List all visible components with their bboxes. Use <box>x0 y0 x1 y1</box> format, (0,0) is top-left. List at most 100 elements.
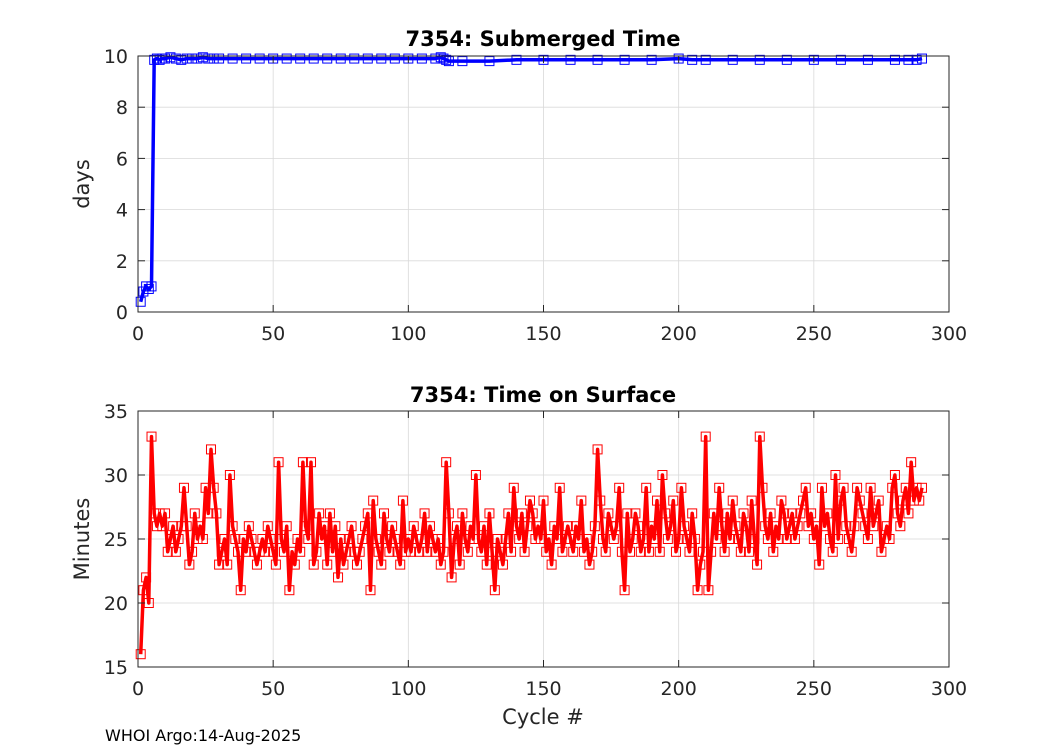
surface-time-data-point <box>362 508 373 519</box>
surface-time-data-point <box>324 508 335 519</box>
submerged-time-ytick-label: 2 <box>116 251 128 273</box>
surface-time-data-point <box>176 521 187 532</box>
submerged-time-data-point <box>903 54 914 65</box>
surface-time-data-point <box>392 546 403 557</box>
surface-time-data-point <box>365 585 376 596</box>
surface-time-data-point <box>457 508 468 519</box>
submerged-time-data-point <box>143 283 154 294</box>
surface-time-data-point <box>646 521 657 532</box>
surface-time-data-point <box>170 546 181 557</box>
surface-time-data-point <box>895 521 906 532</box>
surface-time-data-point <box>841 521 852 532</box>
surface-time-data-point <box>219 534 230 544</box>
submerged-time-data-point <box>349 53 360 64</box>
surface-time-data-point <box>533 521 544 532</box>
surface-time-data-point <box>416 534 427 544</box>
surface-time-data-point <box>635 546 646 557</box>
surface-time-data-point <box>419 508 430 519</box>
surface-time-data-point <box>722 508 733 519</box>
surface-time-data-point <box>773 534 784 544</box>
submerged-time-chart: 0 50 100 150 200 250 300 0 2 4 6 8 10 7354: Submerge… <box>70 27 967 345</box>
surface-time-data-point <box>524 495 535 506</box>
surface-time-data-point <box>281 521 292 532</box>
surface-time-data-point <box>254 546 265 557</box>
submerged-time-data-point <box>403 53 414 64</box>
surface-time-data-point <box>178 482 189 493</box>
submerged-time-data-point <box>141 281 152 292</box>
submerged-time-data-point <box>389 53 400 64</box>
surface-time-data-point <box>460 534 471 544</box>
surface-time-data-point <box>379 508 390 519</box>
surface-time-data-point <box>230 534 241 544</box>
surface-time-data-point <box>725 534 736 544</box>
surface-time-data-point <box>600 546 611 557</box>
submerged-time-data-point <box>335 53 346 64</box>
surface-time-data-point <box>660 508 671 519</box>
surface-time-data-point <box>481 559 492 570</box>
surface-time-data-point <box>597 534 608 544</box>
surface-time-data-point <box>338 559 349 570</box>
surface-time-data-point <box>168 521 179 532</box>
submerged-time-data-point <box>754 54 765 65</box>
surface-time-data-point <box>589 521 600 532</box>
surface-time-data-point <box>573 534 584 544</box>
submerged-time-ticks: 0 50 100 150 200 250 300 0 2 4 6 8 10 <box>104 46 967 345</box>
surface-time-data-point <box>235 585 246 596</box>
surface-time-data-point <box>265 534 276 544</box>
submerged-time-data-point <box>565 54 576 65</box>
surface-time-data-point <box>552 534 563 544</box>
surface-time-data-point <box>711 534 722 544</box>
surface-time-data-point <box>625 546 636 557</box>
surface-time-data-point <box>852 482 863 493</box>
surface-time-data-point <box>476 546 487 557</box>
surface-time-data-point <box>749 534 760 544</box>
surface-time-data-point <box>422 546 433 557</box>
surface-time-data-point <box>495 546 506 557</box>
submerged-time-data-point <box>484 56 495 67</box>
submerged-time-xtick-label: 150 <box>525 323 561 345</box>
surface-time-data-point <box>376 559 387 570</box>
submerged-time-data-point <box>197 52 208 63</box>
surface-time-data-point <box>708 508 719 519</box>
surface-time-data-point <box>595 495 606 506</box>
surface-time-data-point <box>657 470 668 480</box>
surface-time-data-point <box>189 508 200 519</box>
surface-time-data-point <box>654 546 665 557</box>
submerged-time-ylabel: days <box>70 159 94 209</box>
surface-time-data-point <box>838 482 849 493</box>
surface-time-data-point <box>157 521 168 532</box>
surface-time-data-point <box>424 521 435 532</box>
surface-time-data-point <box>284 585 295 596</box>
surface-time-data-point <box>430 546 441 557</box>
surface-time-data-point <box>743 546 754 557</box>
surface-time-xtick-label: 300 <box>931 678 967 700</box>
surface-time-data-point <box>484 508 495 519</box>
surface-time-data-point <box>273 457 284 468</box>
surface-time-data-point <box>506 546 517 557</box>
surface-time-data-point <box>162 546 173 557</box>
surface-time-data-point <box>719 546 730 557</box>
submerged-time-data-point <box>176 54 187 65</box>
surface-time-data-point <box>270 559 281 570</box>
surface-time-ytick-label: 30 <box>104 465 128 487</box>
surface-time-data-point <box>343 534 354 544</box>
surface-time-data-point <box>470 470 481 480</box>
surface-time-data-point <box>830 470 841 480</box>
surface-time-data-point <box>311 546 322 557</box>
surface-time-data-point <box>560 534 571 544</box>
submerged-time-title: 7354: Submerged Time <box>405 27 680 51</box>
surface-time-ylabel: Minutes <box>70 498 94 581</box>
surface-time-data-point <box>360 521 371 532</box>
surface-time-data-point <box>497 559 508 570</box>
surface-time-data-point <box>641 482 652 493</box>
surface-time-data-point <box>400 546 411 557</box>
submerged-time-data-point <box>376 53 387 64</box>
submerged-time-series <box>135 52 927 307</box>
surface-time-data-point <box>833 534 844 544</box>
surface-time-data-point <box>565 534 576 544</box>
surface-time-data-point <box>449 534 460 544</box>
surface-time-data-point <box>781 534 792 544</box>
surface-time-data-point <box>679 521 690 532</box>
surface-time-data-point <box>619 585 630 596</box>
surface-time-data-point <box>149 508 160 519</box>
